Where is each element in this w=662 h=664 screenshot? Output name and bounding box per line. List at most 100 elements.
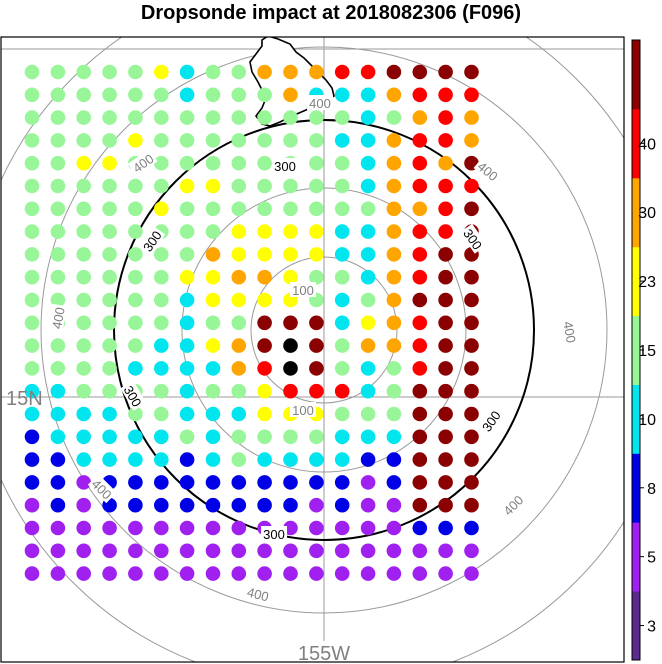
sonde-point — [231, 429, 247, 445]
sonde-point — [257, 178, 272, 194]
sonde-point — [412, 315, 428, 331]
sonde-point — [76, 155, 91, 171]
sonde-point — [334, 64, 350, 80]
sonde-point — [438, 429, 453, 445]
colorbar-tick-label: 40 — [638, 136, 656, 153]
sonde-point — [412, 178, 428, 194]
sonde-point — [334, 383, 350, 399]
ring-label-400-right: 400 — [560, 317, 581, 347]
sonde-point — [205, 520, 221, 536]
sonde-point — [179, 406, 195, 422]
sonde-point — [102, 133, 117, 148]
sonde-point — [179, 520, 195, 536]
sonde-point — [360, 406, 376, 422]
sonde-point — [179, 566, 195, 581]
sonde-point — [360, 110, 376, 125]
sonde-point — [360, 566, 376, 581]
sonde-point — [231, 406, 247, 422]
sonde-point — [231, 497, 247, 513]
sonde-point — [76, 429, 91, 445]
sonde-point — [76, 543, 91, 559]
sonde-point — [412, 475, 428, 490]
sonde-point — [24, 133, 40, 148]
sonde-point — [309, 224, 324, 239]
sonde-point — [102, 361, 117, 376]
sonde-point — [205, 383, 221, 399]
sonde-point — [438, 155, 453, 171]
sonde-point — [76, 338, 91, 353]
sonde-point — [154, 520, 169, 536]
sonde-point — [179, 224, 195, 239]
sonde-point — [128, 133, 143, 148]
sonde-point — [309, 178, 324, 194]
sonde-point — [334, 315, 350, 331]
sonde-point — [309, 566, 324, 581]
sonde-point — [231, 475, 247, 490]
sonde-point — [412, 269, 428, 285]
sonde-point — [360, 520, 376, 536]
sonde-point — [309, 520, 324, 536]
sonde-point — [334, 201, 350, 217]
sonde-point — [24, 87, 40, 103]
sonde-point — [464, 475, 479, 490]
sonde-point — [50, 247, 66, 262]
sonde-point — [102, 178, 117, 194]
sonde-point — [24, 224, 40, 239]
ring-label: 400 — [309, 96, 331, 111]
ring-label: 100 — [292, 403, 314, 418]
sonde-point — [438, 566, 453, 581]
sonde-point — [24, 269, 40, 285]
sonde-point — [24, 475, 40, 490]
sonde-point — [179, 361, 195, 376]
sonde-point — [179, 338, 195, 353]
sonde-point — [283, 247, 298, 262]
sonde-point — [438, 178, 453, 194]
sonde-point — [360, 383, 376, 399]
sonde-point — [76, 361, 91, 376]
sonde-point — [50, 361, 66, 376]
sonde-point — [412, 452, 428, 467]
sonde-point — [154, 178, 169, 194]
colorbar-box — [632, 177, 640, 248]
sonde-point — [128, 315, 143, 331]
ring-label-100-top: 100 — [290, 282, 316, 298]
sonde-point — [386, 315, 402, 331]
sonde-point — [179, 315, 195, 331]
sonde-point — [231, 133, 247, 148]
sonde-point — [205, 566, 221, 581]
ring-label: 300 — [274, 159, 296, 174]
sonde-point — [102, 429, 117, 445]
sonde-point — [128, 87, 143, 103]
sonde-point — [283, 178, 298, 194]
sonde-point — [386, 520, 402, 536]
sonde-point — [231, 269, 247, 285]
sonde-point — [154, 269, 169, 285]
sonde-point — [386, 383, 402, 399]
sonde-point — [438, 201, 453, 217]
sonde-point — [179, 429, 195, 445]
sonde-point — [464, 452, 479, 467]
sonde-point — [412, 338, 428, 353]
sonde-point — [412, 247, 428, 262]
sonde-point — [76, 178, 91, 194]
sonde-point — [24, 497, 40, 513]
sonde-point — [179, 155, 195, 171]
sonde-point — [360, 429, 376, 445]
sonde-point — [128, 247, 143, 262]
sonde-point — [257, 224, 272, 239]
sonde-point — [257, 110, 272, 125]
sonde-point — [231, 383, 247, 399]
sonde-point — [24, 406, 40, 422]
sonde-point — [257, 292, 272, 308]
sonde-point — [102, 520, 117, 536]
sonde-point — [334, 406, 350, 422]
sonde-point — [231, 178, 247, 194]
sonde-point — [309, 315, 324, 331]
sonde-point — [438, 292, 453, 308]
sonde-point — [102, 201, 117, 217]
sonde-point — [334, 543, 350, 559]
sonde-point — [438, 406, 453, 422]
sonde-point — [309, 361, 324, 376]
sonde-point — [76, 497, 91, 513]
